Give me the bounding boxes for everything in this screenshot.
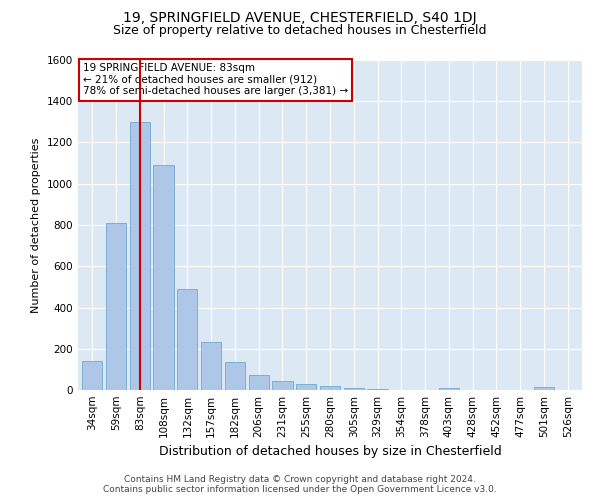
Text: 19 SPRINGFIELD AVENUE: 83sqm
← 21% of detached houses are smaller (912)
78% of s: 19 SPRINGFIELD AVENUE: 83sqm ← 21% of de…: [83, 64, 348, 96]
Bar: [296, 384, 316, 390]
Bar: [130, 122, 150, 390]
Bar: [154, 165, 173, 390]
Text: 19, SPRINGFIELD AVENUE, CHESTERFIELD, S40 1DJ: 19, SPRINGFIELD AVENUE, CHESTERFIELD, S4…: [123, 11, 477, 25]
Bar: [534, 387, 554, 390]
Bar: [177, 289, 197, 390]
Bar: [320, 386, 340, 390]
Bar: [201, 342, 221, 390]
Y-axis label: Number of detached properties: Number of detached properties: [31, 138, 41, 312]
Bar: [439, 388, 459, 390]
Bar: [248, 374, 269, 390]
Text: Contains HM Land Registry data © Crown copyright and database right 2024.
Contai: Contains HM Land Registry data © Crown c…: [103, 474, 497, 494]
Text: Size of property relative to detached houses in Chesterfield: Size of property relative to detached ho…: [113, 24, 487, 37]
Bar: [344, 388, 364, 390]
Bar: [225, 362, 245, 390]
Bar: [106, 223, 126, 390]
Bar: [367, 389, 388, 390]
Bar: [272, 381, 293, 390]
Bar: [82, 361, 103, 390]
X-axis label: Distribution of detached houses by size in Chesterfield: Distribution of detached houses by size …: [158, 446, 502, 458]
